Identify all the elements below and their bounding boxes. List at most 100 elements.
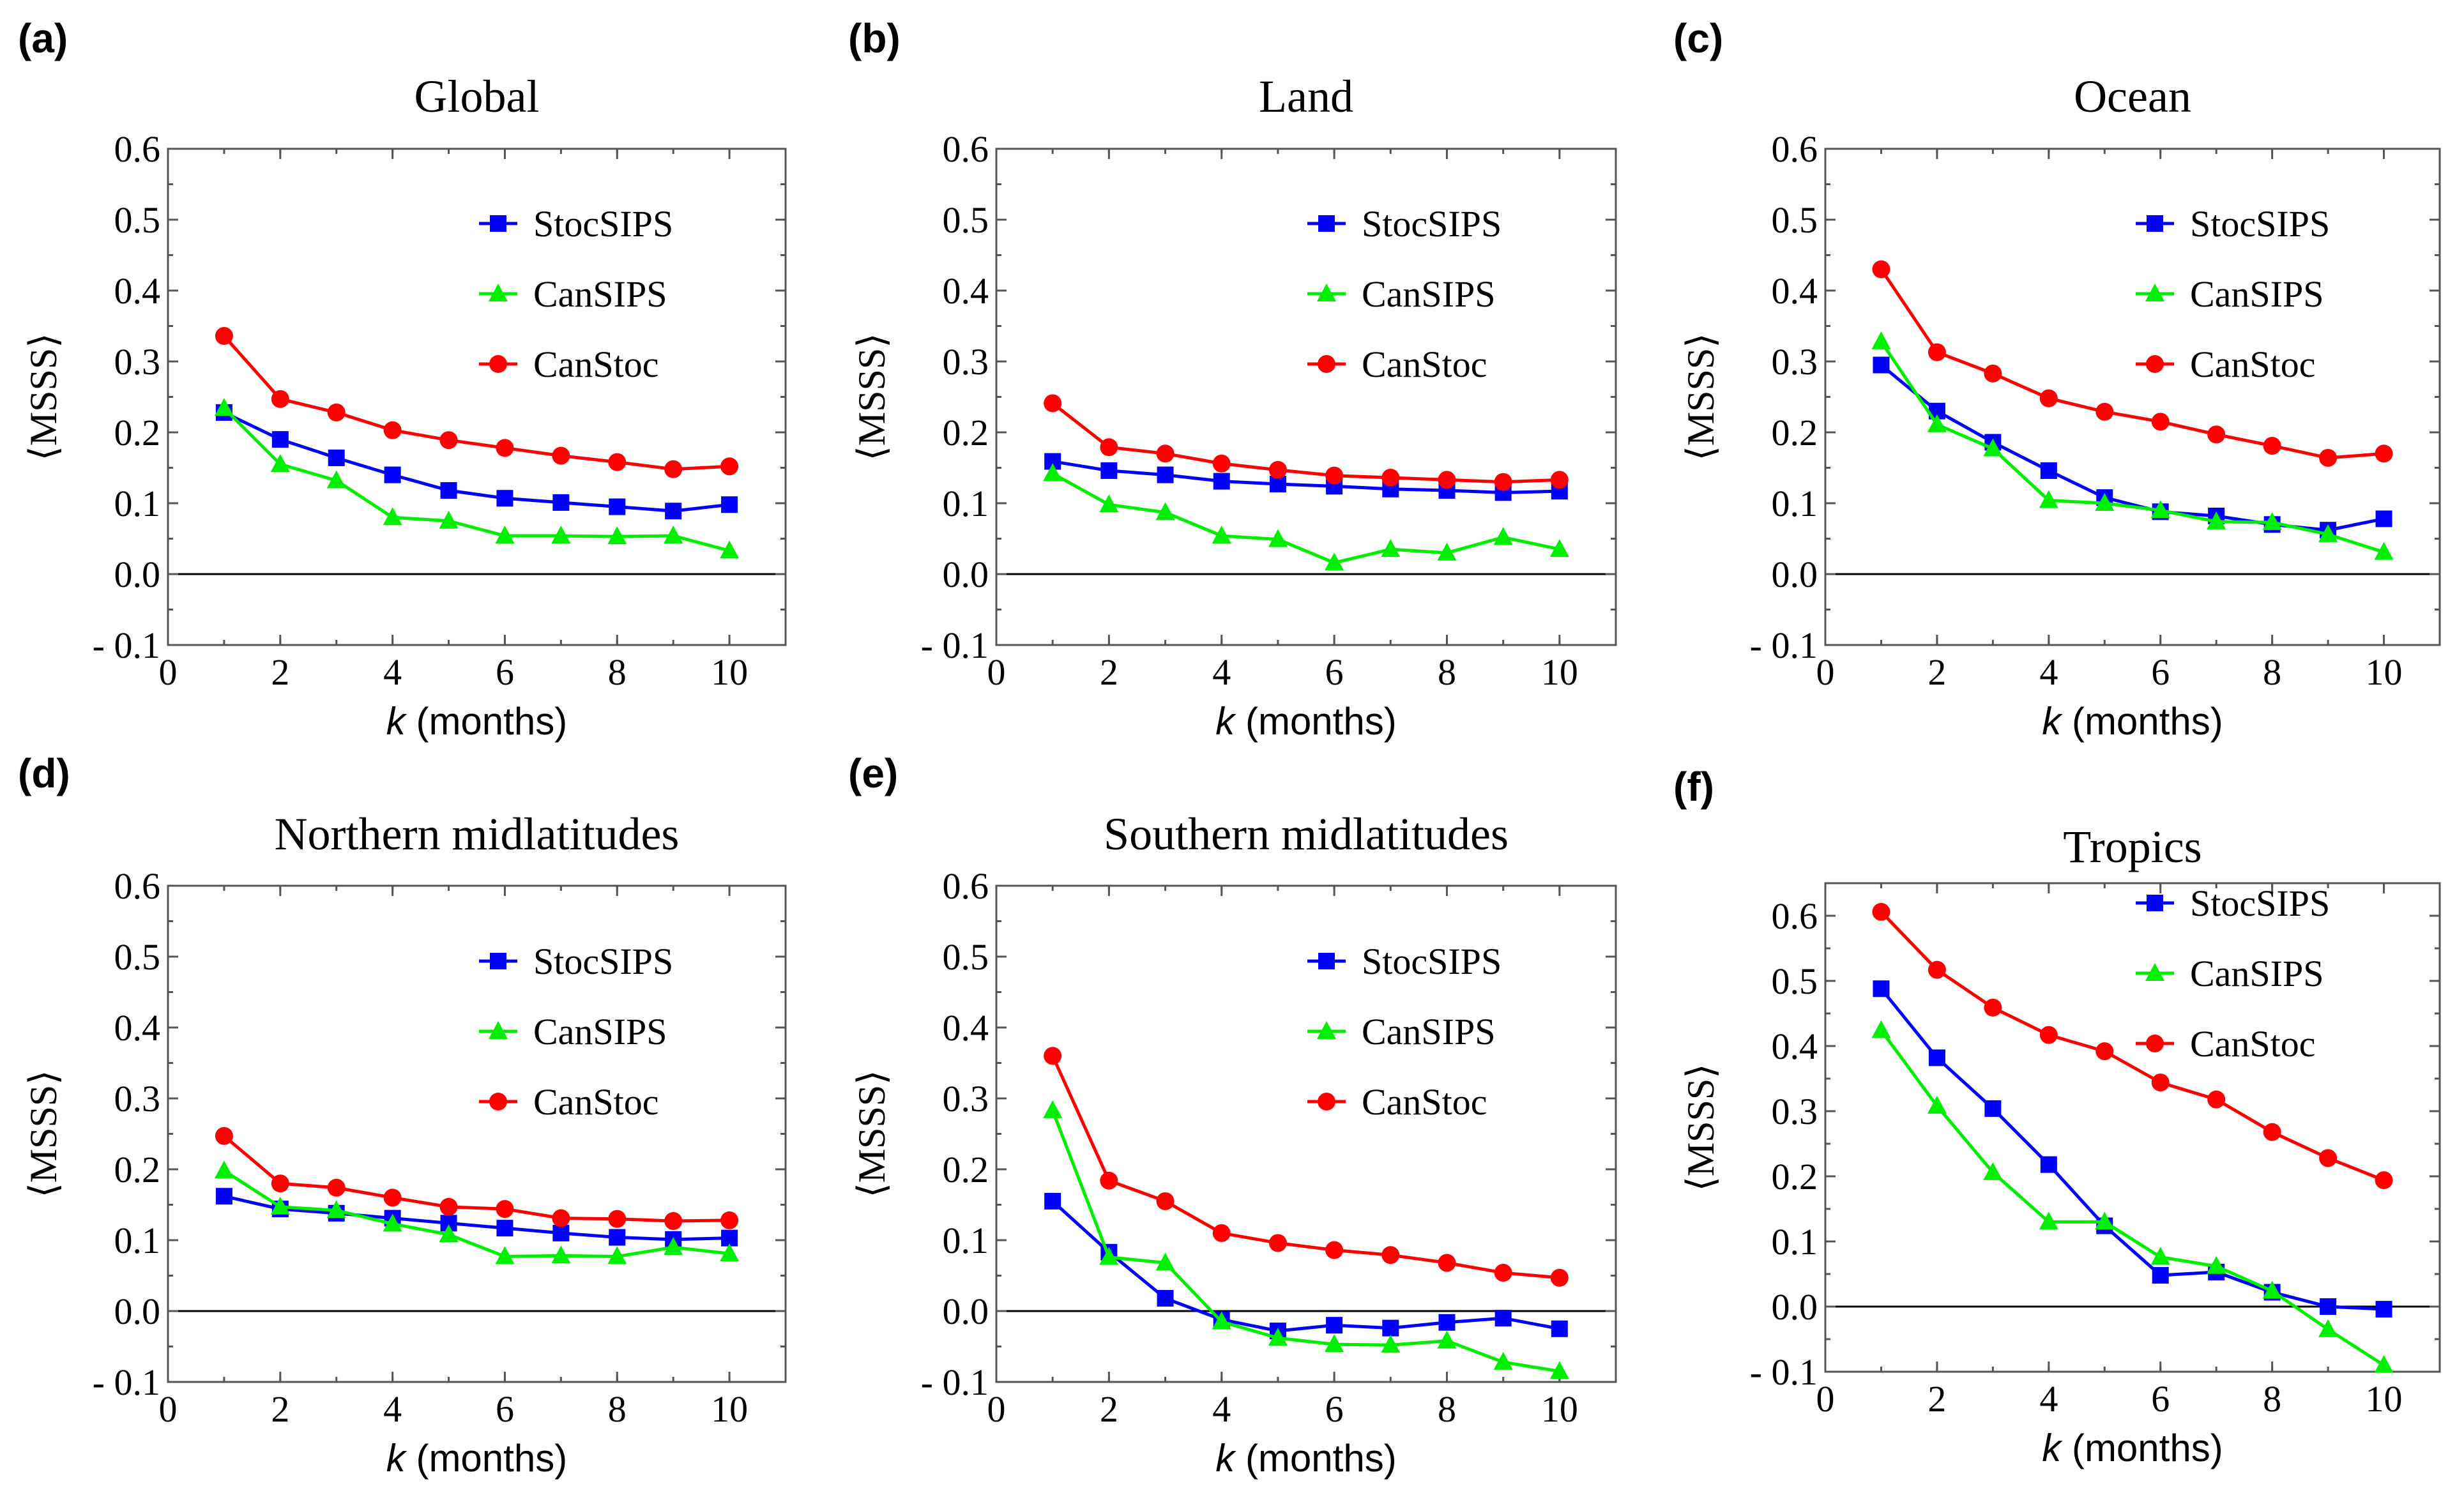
y-tick-label: 0.3	[114, 341, 161, 383]
data-point-CanSIPS	[1099, 1247, 1119, 1265]
legend-label: StocSIPS	[533, 941, 673, 982]
data-point-CanSIPS	[2150, 1247, 2170, 1265]
data-point-CanSIPS	[214, 398, 234, 416]
data-point-CanStoc	[2039, 1026, 2058, 1044]
data-point-CanStoc	[2151, 1073, 2170, 1092]
x-tick-label: 2	[271, 1388, 289, 1430]
data-point-CanSIPS	[551, 1245, 571, 1264]
data-point-StocSIPS	[496, 490, 513, 507]
data-point-CanSIPS	[1493, 1351, 1513, 1370]
x-tick-label: 10	[711, 1388, 748, 1430]
chart-panel: (b) Land - 0.1 0.0 0.1 0.2 0.3 0.4 0.5 0.6 0 2 4 6 8 10…	[848, 15, 1617, 743]
data-point-CanStoc	[664, 460, 683, 478]
data-point-CanStoc	[1872, 902, 1890, 921]
y-tick-label: 0.4	[114, 270, 161, 312]
data-point-CanStoc	[720, 1211, 739, 1229]
data-point-StocSIPS	[2375, 510, 2392, 527]
series-line-CanStoc	[1880, 911, 2385, 1182]
plot-frame	[995, 148, 1617, 646]
x-tick-label: 6	[496, 1388, 514, 1430]
data-point-CanSIPS	[1155, 1252, 1175, 1271]
legend-marker-CanSIPS	[1317, 1021, 1336, 1039]
data-point-CanSIPS	[1325, 552, 1344, 571]
x-tick-label: 4	[1212, 651, 1231, 693]
data-point-StocSIPS	[552, 1224, 570, 1241]
y-tick-label: 0.6	[943, 865, 989, 907]
y-tick-label: 0.5	[114, 199, 161, 241]
data-point-CanStoc	[1044, 1047, 1062, 1065]
data-point-CanStoc	[271, 390, 289, 408]
y-tick-label: 0.4	[1772, 1026, 1818, 1067]
data-point-CanStoc	[1100, 1171, 1118, 1190]
data-point-StocSIPS	[1213, 473, 1230, 490]
data-point-CanStoc	[1550, 471, 1569, 489]
data-point-CanStoc	[2095, 402, 2114, 421]
data-point-CanSIPS	[2374, 1354, 2394, 1373]
data-point-CanStoc	[1381, 469, 1400, 487]
legend-label: CanSIPS	[1362, 273, 1496, 315]
series-line-StocSIPS	[224, 1194, 730, 1241]
x-tick-label: 6	[1325, 651, 1344, 693]
y-tick-label: 0.6	[1772, 128, 1818, 170]
x-tick-label: 6	[2151, 1378, 2170, 1420]
series-line-CanSIPS	[1051, 1109, 1560, 1373]
data-point-CanSIPS	[2039, 490, 2058, 508]
x-axis-label: k (months)	[386, 700, 567, 743]
legend-label: CanStoc	[533, 1081, 659, 1123]
data-point-StocSIPS	[2375, 1301, 2392, 1318]
y-tick-label: 0.6	[943, 128, 989, 170]
legend-label: StocSIPS	[2190, 883, 2330, 924]
chart-title: Land	[1259, 71, 1353, 122]
chart-panel: (d) Northern midlatitudes - 0.1 0.0 0.1 0.2 0.…	[18, 750, 787, 1480]
data-point-CanSIPS	[439, 510, 459, 529]
series-line-StocSIPS	[1880, 987, 2384, 1311]
data-point-CanStoc	[383, 421, 402, 439]
data-point-CanSIPS	[2262, 1280, 2282, 1299]
data-point-CanSIPS	[2262, 512, 2282, 530]
data-point-StocSIPS	[440, 482, 457, 499]
chart-title: Tropics	[2063, 821, 2202, 872]
data-point-CanSIPS	[1155, 502, 1175, 520]
series-line-CanStoc	[1880, 268, 2384, 460]
data-point-CanStoc	[1381, 1246, 1400, 1264]
data-point-CanStoc	[1156, 444, 1175, 463]
legend-marker-StocSIPS	[2147, 895, 2163, 911]
y-tick-label: 0.1	[114, 483, 161, 524]
data-point-StocSIPS	[1984, 1100, 2002, 1117]
data-point-StocSIPS	[496, 1220, 513, 1237]
panel-label: (b)	[848, 15, 901, 61]
data-point-CanStoc	[1550, 1268, 1569, 1287]
series-line-CanStoc	[223, 1134, 730, 1223]
x-tick-label: 6	[2151, 651, 2170, 693]
data-point-CanStoc	[2319, 1149, 2338, 1167]
x-tick-label: 2	[271, 651, 289, 693]
x-tick-label: 10	[711, 651, 748, 693]
data-point-CanSIPS	[1871, 331, 1891, 349]
data-point-CanStoc	[2039, 389, 2058, 407]
legend-label: CanStoc	[1362, 1081, 1487, 1123]
x-tick-label: 8	[2263, 1378, 2281, 1420]
legend-label: StocSIPS	[1362, 941, 1502, 982]
data-point-StocSIPS	[1157, 1290, 1174, 1307]
data-point-CanStoc	[720, 457, 739, 476]
legend-marker-StocSIPS	[2147, 215, 2163, 232]
data-point-CanSIPS	[270, 453, 290, 472]
panel-label: (d)	[18, 750, 70, 796]
legend-marker-StocSIPS	[490, 215, 506, 232]
legend-marker-CanStoc	[1318, 355, 1335, 373]
data-point-StocSIPS	[1873, 980, 1890, 998]
data-point-CanStoc	[1268, 1234, 1287, 1252]
y-tick-label: - 0.1	[1750, 1351, 1818, 1393]
panel-label: (c)	[1673, 15, 1723, 61]
data-point-StocSIPS	[2320, 1298, 2337, 1315]
legend-marker-CanSIPS	[489, 1021, 508, 1039]
data-point-StocSIPS	[1551, 1320, 1568, 1337]
data-point-CanSIPS	[664, 526, 683, 544]
y-tick-label: 0.0	[1772, 554, 1818, 595]
data-point-StocSIPS	[721, 496, 738, 513]
legend-marker-StocSIPS	[490, 953, 506, 969]
data-point-CanStoc	[1984, 364, 2002, 383]
data-point-CanSIPS	[2207, 1255, 2226, 1274]
data-point-CanSIPS	[1437, 1330, 1457, 1349]
y-tick-label: 0.0	[1772, 1286, 1818, 1328]
